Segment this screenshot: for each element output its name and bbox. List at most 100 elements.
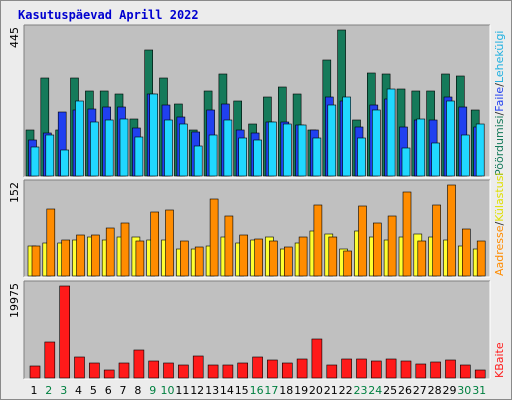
bar-lehekülgi-8: [134, 136, 144, 177]
day-label-17: 17: [264, 384, 278, 397]
bar-kbaite-7: [118, 362, 130, 379]
panel-top: 445: [8, 24, 491, 178]
bar-aadresse-24: [372, 222, 382, 277]
day-label-27: 27: [413, 384, 427, 397]
bar-aadresse-6: [105, 227, 115, 277]
bar-kbaite-30: [459, 364, 471, 379]
bar-aadresse-10: [165, 209, 174, 277]
bar-aadresse-23: [358, 205, 367, 277]
panel-bottom: 19975: [8, 280, 491, 380]
bar-aadresse-27: [417, 240, 427, 277]
bar-kbaite-13: [207, 364, 219, 379]
bar-kbaite-9: [148, 360, 159, 379]
bar-aadresse-31: [476, 240, 486, 277]
bar-lehekülgi-3: [60, 149, 70, 177]
y-max-label: 19975: [8, 283, 21, 318]
day-label-3: 3: [60, 384, 67, 397]
bar-kbaite-10: [163, 362, 174, 379]
bar-aadresse-3: [61, 239, 71, 277]
bar-kbaite-8: [133, 349, 145, 379]
day-label-10: 10: [161, 384, 175, 397]
bar-lehekülgi-2: [45, 134, 55, 177]
bar-lehekülgi-4: [75, 100, 84, 177]
legend-separator: /: [493, 111, 506, 115]
day-label-6: 6: [105, 384, 112, 397]
day-label-25: 25: [383, 384, 397, 397]
bar-kbaite-12: [192, 355, 204, 379]
bar-aadresse-14: [224, 215, 234, 277]
bar-lehekülgi-28: [431, 142, 440, 177]
bar-aadresse-17: [269, 240, 278, 277]
bar-lehekülgi-14: [223, 119, 233, 177]
day-label-14: 14: [220, 384, 234, 397]
day-label-18: 18: [279, 384, 293, 397]
bar-lehekülgi-10: [164, 119, 173, 177]
bar-kbaite-29: [445, 359, 456, 379]
bar-kbaite-21: [326, 364, 338, 379]
legend-item-pöördumisi: Pöördumisi: [493, 115, 506, 176]
legend-middle: Aadresse/Külastusi: [493, 173, 506, 277]
bar-aadresse-4: [76, 234, 85, 277]
bar-lehekülgi-25: [386, 88, 396, 177]
bar-kbaite-22: [341, 358, 352, 379]
day-label-22: 22: [339, 384, 353, 397]
bar-aadresse-5: [91, 234, 100, 277]
bar-aadresse-30: [461, 228, 471, 277]
bar-aadresse-7: [120, 222, 130, 277]
bar-lehekülgi-15: [238, 137, 247, 177]
y-max-label: 152: [8, 182, 21, 203]
legends: Pöördumisi/Faile/LehekülgiAadresse/Külas…: [493, 31, 506, 378]
day-label-7: 7: [120, 384, 127, 397]
bar-kbaite-27: [415, 363, 427, 379]
bar-lehekülgi-22: [342, 96, 351, 177]
bar-aadresse-15: [239, 234, 248, 277]
bar-aadresse-28: [432, 204, 441, 277]
bar-aadresse-11: [180, 240, 189, 277]
bar-aadresse-29: [447, 184, 456, 277]
bar-lehekülgi-6: [104, 119, 114, 177]
day-label-9: 9: [149, 384, 156, 397]
day-label-20: 20: [309, 384, 323, 397]
bar-kbaite-31: [474, 369, 486, 379]
bar-kbaite-2: [44, 341, 56, 379]
day-label-2: 2: [45, 384, 52, 397]
bar-aadresse-8: [135, 240, 145, 277]
day-label-30: 30: [457, 384, 471, 397]
day-label-23: 23: [354, 384, 368, 397]
day-label-13: 13: [205, 384, 219, 397]
bar-aadresse-18: [283, 246, 293, 277]
day-label-26: 26: [398, 384, 412, 397]
bar-kbaite-19: [296, 358, 308, 379]
bar-lehekülgi-19: [297, 124, 307, 177]
bar-kbaite-20: [311, 338, 323, 379]
bar-aadresse-25: [387, 215, 397, 277]
bar-kbaite-18: [281, 362, 293, 379]
day-label-8: 8: [134, 384, 141, 397]
legend-item-lehekülgi: Lehekülgi: [493, 31, 506, 84]
bar-lehekülgi-17: [268, 121, 277, 177]
bar-kbaite-1: [29, 365, 41, 379]
bar-lehekülgi-23: [357, 137, 366, 177]
bar-kbaite-17: [267, 359, 278, 379]
bar-lehekülgi-5: [90, 121, 99, 177]
day-label-4: 4: [75, 384, 82, 397]
day-label-15: 15: [235, 384, 249, 397]
bar-lehekülgi-1: [30, 146, 40, 177]
day-label-21: 21: [324, 384, 338, 397]
bar-kbaite-11: [178, 364, 189, 379]
bar-kbaite-23: [356, 358, 367, 379]
bar-aadresse-16: [254, 238, 263, 277]
bar-lehekülgi-24: [371, 109, 381, 177]
legend-item-külastusi: Külastusi: [493, 173, 506, 222]
bar-kbaite-5: [89, 362, 100, 379]
panel-middle: 152: [8, 179, 491, 278]
bar-kbaite-3: [59, 285, 71, 379]
bar-kbaite-24: [370, 360, 382, 379]
legend-top: Pöördumisi/Faile/Lehekülgi: [493, 31, 506, 176]
bar-lehekülgi-7: [119, 118, 129, 177]
bar-lehekülgi-26: [401, 147, 411, 177]
bar-lehekülgi-31: [475, 123, 485, 177]
bar-lehekülgi-29: [446, 100, 455, 177]
day-label-1: 1: [31, 384, 38, 397]
